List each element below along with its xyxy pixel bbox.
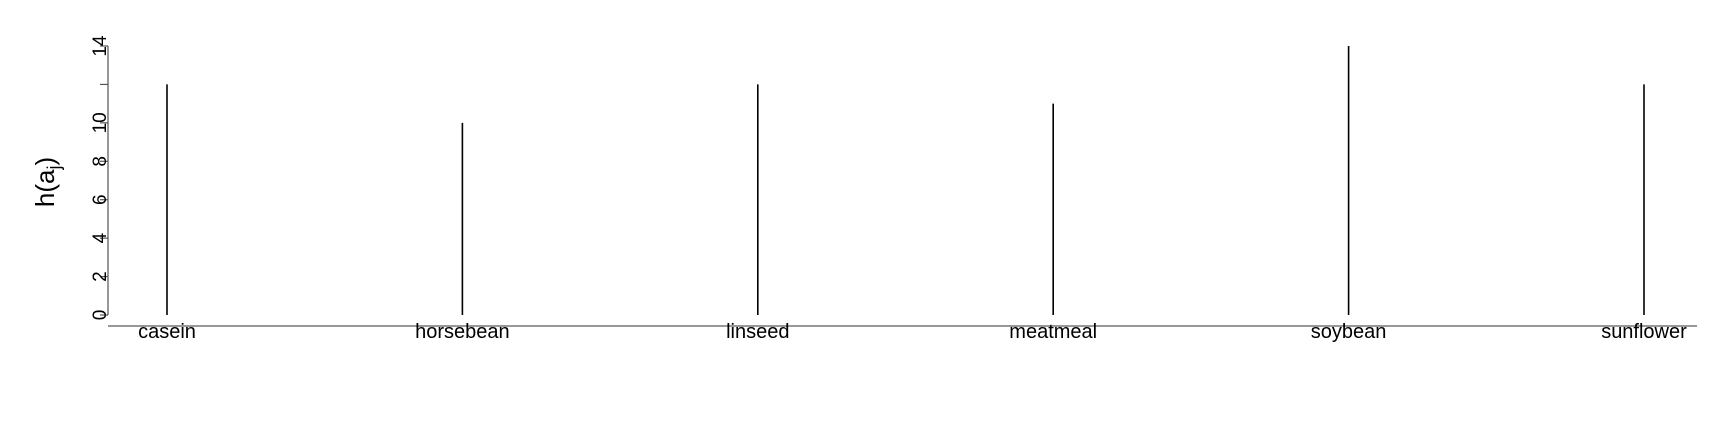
y-tick-label: 8 (90, 156, 111, 167)
x-label-casein: casein (138, 321, 196, 343)
x-label-soybean: soybean (1311, 321, 1387, 343)
y-tick-label: 14 (90, 35, 111, 57)
y-tick-label: 6 (90, 194, 111, 205)
y-axis-label-text: h(aj) (30, 157, 64, 207)
y-axis-ticks: 0 2 4 6 8 10 14 (90, 35, 111, 320)
y-axis-label: h(aj) (30, 157, 64, 207)
y-tick-label: 0 (90, 310, 111, 321)
x-label-meatmeal: meatmeal (1009, 321, 1097, 343)
y-axis-label-base: h(a (30, 169, 60, 207)
spikes (166, 46, 1645, 315)
x-axis-labels: casein horsebean linseed meatmeal soybean sun… (138, 321, 1687, 343)
x-label-sunflower: sunflower (1601, 321, 1687, 343)
y-axis-label-subscript: j (44, 166, 64, 171)
y-tick-label: 10 (90, 112, 111, 133)
y-tick-label: 4 (90, 232, 111, 243)
x-label-linseed: linseed (726, 321, 789, 343)
x-label-horsebean: horsebean (415, 321, 510, 343)
y-axis-label-close: ) (30, 157, 60, 166)
y-tick-label: 2 (90, 271, 111, 282)
